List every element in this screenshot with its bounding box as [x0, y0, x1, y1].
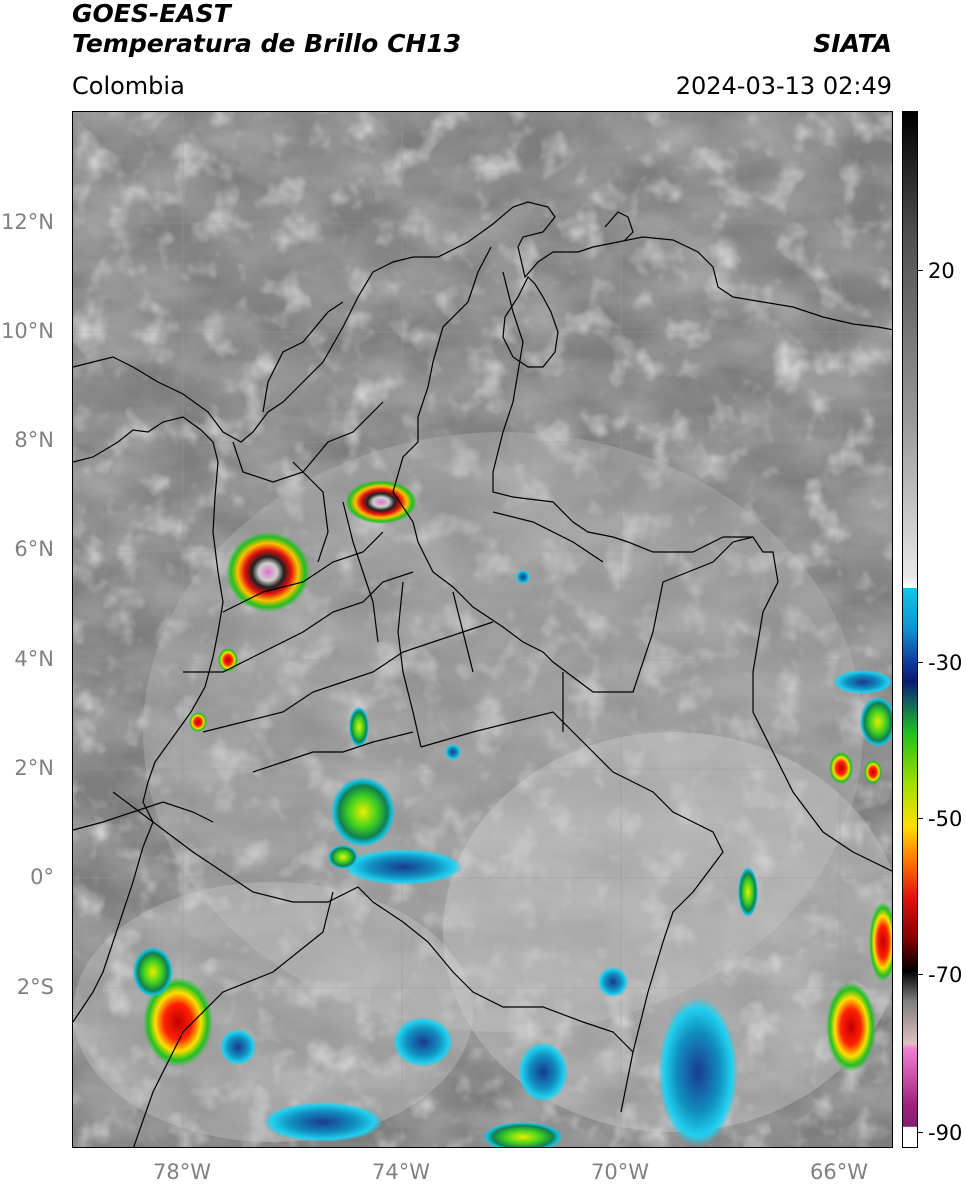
storm-cell-ecuador — [143, 977, 213, 1067]
product-title: Temperatura de Brillo CH13 — [72, 29, 462, 58]
lon-label-74w: 74°W — [372, 1160, 430, 1184]
lat-label-6n: 6°N — [14, 537, 54, 561]
colorbar-label-minus30: -30 — [928, 651, 963, 675]
lat-label-12n: 12°N — [1, 210, 54, 234]
storm-cell-santander — [345, 480, 417, 524]
lat-label-0: 0° — [30, 865, 54, 889]
lon-label-78w: 78°W — [153, 1160, 211, 1184]
temperature-colorbar — [902, 111, 918, 1148]
lat-label-4n: 4°N — [14, 647, 54, 671]
storm-cell-east-1 — [826, 982, 876, 1072]
timestamp-label: 2024-03-13 02:49 — [675, 72, 892, 100]
storm-cell-amazon — [658, 997, 738, 1147]
satellite-map[interactable] — [72, 111, 893, 1148]
colorbar-label-20: 20 — [928, 259, 955, 283]
organization-label: SIATA — [813, 29, 892, 58]
colorbar-label-minus70: -70 — [928, 963, 963, 987]
lon-label-66w: 66°W — [810, 1160, 868, 1184]
lat-label-2n: 2°N — [14, 756, 54, 780]
colorbar-label-minus50: -50 — [928, 807, 963, 831]
storm-cell-antioquia — [226, 532, 310, 612]
coastlines-borders — [73, 201, 892, 1147]
convective-cells — [133, 480, 892, 1147]
region-label: Colombia — [72, 72, 185, 100]
map-canvas — [73, 112, 892, 1147]
lat-label-10n: 10°N — [1, 319, 54, 343]
satellite-title: GOES-EAST — [72, 0, 231, 28]
storm-cell-caqueta — [331, 777, 395, 847]
lat-label-8n: 8°N — [14, 428, 54, 452]
colorbar-label-minus90: -90 — [928, 1121, 963, 1145]
lat-label-2s: 2°S — [16, 975, 54, 999]
lon-label-70w: 70°W — [591, 1160, 649, 1184]
